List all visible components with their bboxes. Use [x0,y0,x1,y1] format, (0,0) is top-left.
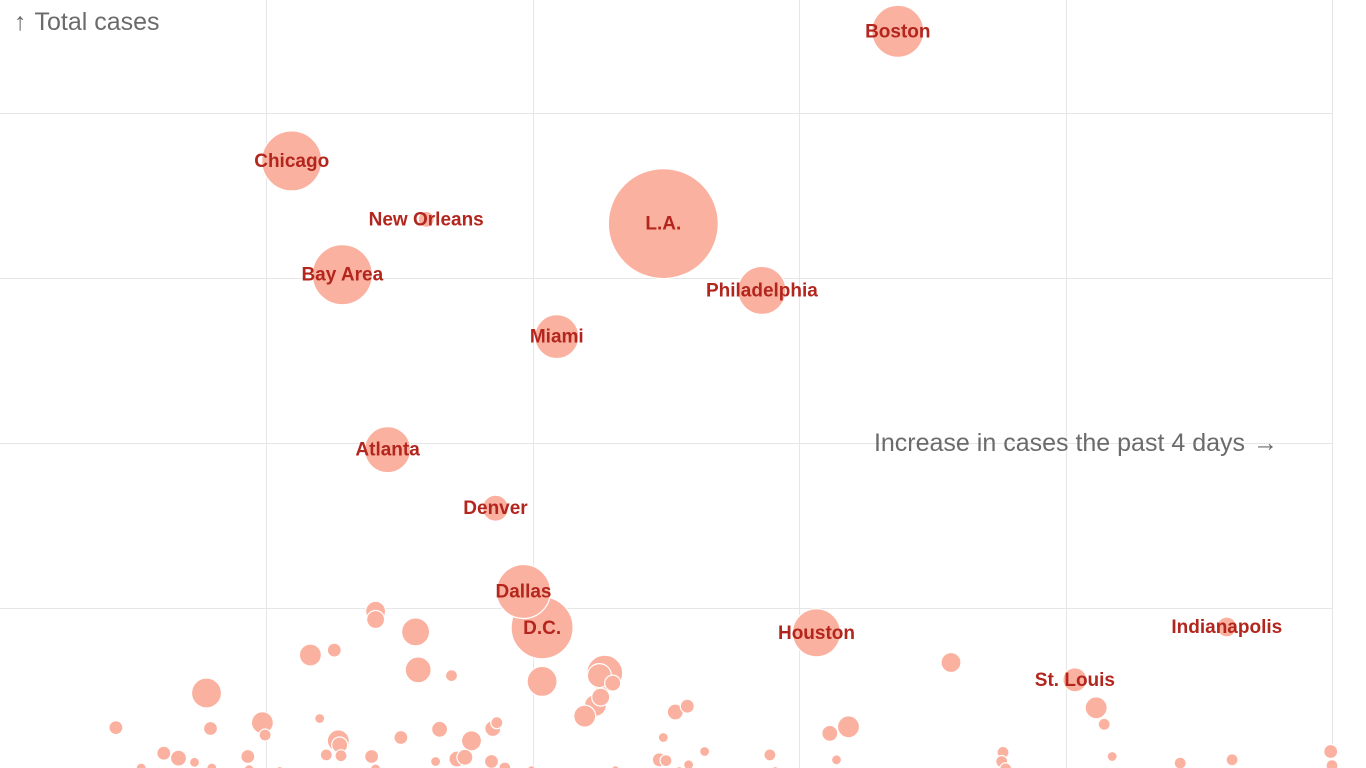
city-bubble[interactable] [1325,759,1339,768]
city-bubble[interactable] [763,748,777,762]
city-bubble[interactable] [698,745,711,758]
y-axis-arrow: ↑ [14,8,27,36]
city-bubble-bay-area[interactable] [311,244,373,306]
city-label-philadelphia: Philadelphia [706,280,818,301]
city-bubble[interactable] [190,677,223,709]
city-bubble[interactable] [573,704,597,728]
city-bubble[interactable] [679,698,695,714]
city-bubble[interactable] [444,668,459,683]
city-bubble[interactable] [1084,696,1108,720]
city-bubble[interactable] [135,762,147,768]
city-bubble-miami[interactable] [534,314,580,360]
city-bubble[interactable] [999,762,1013,768]
city-bubble-atlanta[interactable] [364,426,412,474]
city-bubble[interactable] [319,748,333,762]
x-axis-arrow: → [1253,429,1278,457]
city-bubble[interactable] [830,754,843,766]
city-label-atlanta: Atlanta [355,440,420,461]
city-bubble[interactable] [490,716,504,730]
city-bubble[interactable] [526,665,558,698]
city-bubble[interactable] [202,720,219,737]
city-bubble[interactable] [659,753,673,768]
city-bubble[interactable] [326,642,342,658]
city-label-denver: Denver [463,498,528,519]
city-bubble-houston[interactable] [791,608,842,658]
city-bubble-boston[interactable] [871,4,925,58]
city-label-bay-area: Bay Area [301,265,383,286]
city-bubble[interactable] [258,728,272,742]
city-bubble[interactable] [1323,743,1339,760]
city-bubble[interactable] [240,748,256,765]
city-bubble[interactable] [498,761,512,768]
city-label-indianapolis: Indianapolis [1171,617,1282,638]
city-bubble-denver[interactable] [481,494,510,522]
city-bubble[interactable] [430,755,442,768]
city-label-dallas: Dallas [496,582,552,603]
city-bubble[interactable] [314,712,326,725]
city-bubble-new-orleans[interactable] [417,210,435,228]
y-axis-title: ↑ Total cases [14,8,160,36]
city-bubble-chicago[interactable] [261,130,323,192]
city-label-boston: Boston [865,21,930,42]
city-label-new-orleans: New Orleans [369,209,484,230]
city-bubble[interactable] [108,719,124,736]
city-bubble[interactable] [527,765,536,768]
city-bubble-dallas[interactable] [495,563,552,620]
city-bubble[interactable] [940,651,962,674]
city-bubble-l-a[interactable] [607,168,719,280]
city-bubble[interactable] [683,759,695,768]
city-bubble[interactable] [401,617,431,647]
city-bubble[interactable] [188,756,201,768]
x-axis-label: Increase in cases the past 4 days [874,429,1245,457]
city-bubble[interactable] [364,748,380,765]
city-labels: Boston Chicago New Orleans L.A. Bay Area Phil… [254,21,1282,691]
city-bubble[interactable] [1106,750,1118,763]
city-bubble[interactable] [591,687,611,707]
city-bubble[interactable] [611,765,620,768]
city-bubble-indianapolis[interactable] [1216,616,1238,638]
city-bubble[interactable] [483,753,500,768]
city-bubble[interactable] [404,656,432,684]
city-bubble[interactable] [1173,756,1187,768]
city-bubble[interactable] [366,609,386,630]
city-bubble[interactable] [456,748,474,766]
city-bubble[interactable] [243,764,255,768]
city-label-l-a: L.A. [645,214,681,235]
city-bubble[interactable] [370,763,382,768]
city-bubble[interactable] [334,749,348,763]
city-label-st-louis: St. Louis [1035,670,1115,691]
city-bubble[interactable] [298,643,322,667]
city-bubble[interactable] [431,720,449,738]
grid [0,0,1333,768]
city-bubble-philadelphia[interactable] [737,265,787,315]
city-bubble[interactable] [1225,753,1239,767]
city-bubble[interactable] [206,762,218,768]
x-axis-title: Increase in cases the past 4 days → [874,429,1278,457]
city-bubble[interactable] [169,749,188,767]
bubbles [108,4,1339,768]
city-label-chicago: Chicago [254,151,329,172]
city-bubble[interactable] [393,729,409,746]
city-bubble[interactable] [156,745,172,761]
city-bubble[interactable] [836,715,861,739]
y-axis-label: Total cases [35,8,160,36]
city-bubble-st-louis[interactable] [1062,667,1088,693]
city-bubble[interactable] [821,724,839,743]
city-bubble[interactable] [604,674,622,692]
city-bubble[interactable] [657,731,669,744]
city-label-miami: Miami [530,327,584,348]
city-bubble[interactable] [1097,717,1111,731]
city-label-d-c: D.C. [523,618,561,639]
city-bubble[interactable] [460,730,483,752]
city-label-houston: Houston [778,623,855,644]
